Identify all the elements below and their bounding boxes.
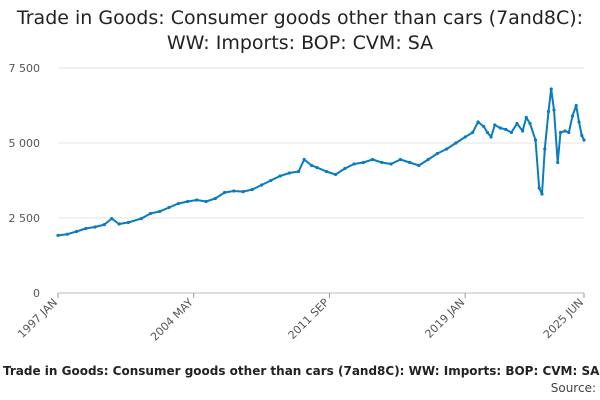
chart-title-line-1: Trade in Goods: Consumer goods other tha… bbox=[16, 7, 584, 29]
chart-title-line-2: WW: Imports: BOP: CVM: SA bbox=[166, 32, 434, 54]
data-point[interactable] bbox=[287, 171, 291, 175]
data-point[interactable] bbox=[117, 222, 121, 226]
data-point[interactable] bbox=[549, 87, 553, 91]
data-point[interactable] bbox=[493, 123, 497, 127]
data-point[interactable] bbox=[343, 166, 347, 171]
data-point[interactable] bbox=[521, 129, 525, 133]
data-point[interactable] bbox=[74, 229, 79, 234]
data-point[interactable] bbox=[232, 189, 236, 193]
data-point[interactable] bbox=[567, 130, 571, 135]
data-point[interactable] bbox=[176, 202, 180, 206]
data-point[interactable] bbox=[334, 172, 338, 177]
data-point[interactable] bbox=[463, 135, 467, 139]
data-point[interactable] bbox=[398, 157, 402, 162]
series-group bbox=[56, 87, 586, 237]
data-point[interactable] bbox=[528, 121, 532, 126]
y-tick-label: 0 bbox=[33, 287, 40, 300]
data-point[interactable] bbox=[445, 147, 449, 151]
data-point[interactable] bbox=[371, 157, 375, 162]
data-point[interactable] bbox=[435, 151, 439, 156]
data-point[interactable] bbox=[471, 130, 475, 135]
data-point[interactable] bbox=[102, 223, 106, 227]
data-point[interactable] bbox=[56, 233, 60, 237]
data-point[interactable] bbox=[552, 108, 556, 112]
data-point[interactable] bbox=[417, 163, 421, 168]
x-tick-label: 2004 MAY bbox=[148, 296, 196, 344]
data-point[interactable] bbox=[65, 232, 69, 236]
data-point[interactable] bbox=[509, 130, 513, 135]
data-point[interactable] bbox=[558, 130, 563, 135]
data-point[interactable] bbox=[524, 115, 528, 120]
footer-source: Source: bbox=[550, 381, 596, 395]
data-point[interactable] bbox=[352, 162, 356, 166]
x-tick-label: 2025 JUN bbox=[541, 296, 586, 341]
data-point[interactable] bbox=[582, 138, 586, 142]
data-point[interactable] bbox=[389, 162, 393, 166]
data-point[interactable] bbox=[148, 211, 153, 216]
data-point[interactable] bbox=[223, 190, 227, 195]
data-point[interactable] bbox=[543, 147, 547, 151]
y-tick-label: 5 000 bbox=[9, 137, 41, 150]
data-point[interactable] bbox=[515, 121, 519, 126]
data-point[interactable] bbox=[361, 160, 365, 165]
data-point[interactable] bbox=[110, 217, 114, 221]
data-point[interactable] bbox=[489, 135, 493, 139]
data-point[interactable] bbox=[580, 133, 584, 138]
x-tick-label: 1997 JAN bbox=[15, 296, 60, 341]
data-point[interactable] bbox=[540, 192, 544, 196]
data-point[interactable] bbox=[315, 166, 319, 170]
x-axis: 1997 JAN 2004 MAY 2011 SEP 2019 JAN 2025 JUN bbox=[15, 293, 586, 344]
data-point[interactable] bbox=[380, 160, 384, 165]
data-point[interactable] bbox=[297, 169, 301, 174]
footer-caption: Trade in Goods: Consumer goods other tha… bbox=[3, 364, 600, 378]
data-point[interactable] bbox=[278, 174, 282, 178]
data-point[interactable] bbox=[546, 109, 551, 114]
data-point[interactable] bbox=[476, 120, 480, 124]
data-point[interactable] bbox=[504, 127, 508, 132]
gridlines bbox=[58, 67, 584, 294]
data-point[interactable] bbox=[213, 196, 217, 201]
data-point[interactable] bbox=[570, 114, 575, 118]
data-point[interactable] bbox=[139, 217, 143, 221]
data-point[interactable] bbox=[426, 157, 430, 162]
y-tick-label: 2 500 bbox=[9, 212, 41, 225]
data-point[interactable] bbox=[482, 124, 486, 129]
data-point[interactable] bbox=[537, 186, 541, 190]
data-point[interactable] bbox=[186, 199, 190, 204]
x-tick-label: 2019 JAN bbox=[423, 296, 468, 341]
data-point[interactable] bbox=[158, 209, 162, 213]
data-point[interactable] bbox=[533, 138, 538, 142]
y-axis: 0 2 500 5 000 7 500 bbox=[9, 62, 41, 300]
data-point[interactable] bbox=[250, 187, 254, 192]
data-point[interactable] bbox=[204, 199, 208, 204]
data-point[interactable] bbox=[195, 198, 199, 202]
data-point[interactable] bbox=[574, 103, 578, 108]
data-point[interactable] bbox=[84, 226, 88, 231]
data-point[interactable] bbox=[241, 190, 245, 194]
series-line bbox=[57, 88, 585, 237]
data-point[interactable] bbox=[556, 160, 560, 165]
data-point[interactable] bbox=[269, 178, 273, 183]
data-point[interactable] bbox=[454, 141, 458, 145]
chart-title: Trade in Goods: Consumer goods other tha… bbox=[0, 6, 600, 56]
y-tick-label: 7 500 bbox=[9, 62, 41, 75]
data-point[interactable] bbox=[577, 120, 581, 124]
data-point[interactable] bbox=[93, 225, 97, 229]
data-point[interactable] bbox=[260, 183, 264, 187]
data-point[interactable] bbox=[126, 220, 130, 225]
data-point[interactable] bbox=[485, 130, 489, 135]
data-point[interactable] bbox=[167, 205, 171, 210]
data-point[interactable] bbox=[498, 126, 502, 130]
data-point[interactable] bbox=[324, 169, 328, 174]
data-point[interactable] bbox=[302, 157, 306, 162]
data-point[interactable] bbox=[310, 163, 314, 168]
data-point[interactable] bbox=[563, 129, 567, 133]
x-tick-label: 2011 SEP bbox=[286, 296, 332, 342]
data-point[interactable] bbox=[408, 160, 412, 165]
